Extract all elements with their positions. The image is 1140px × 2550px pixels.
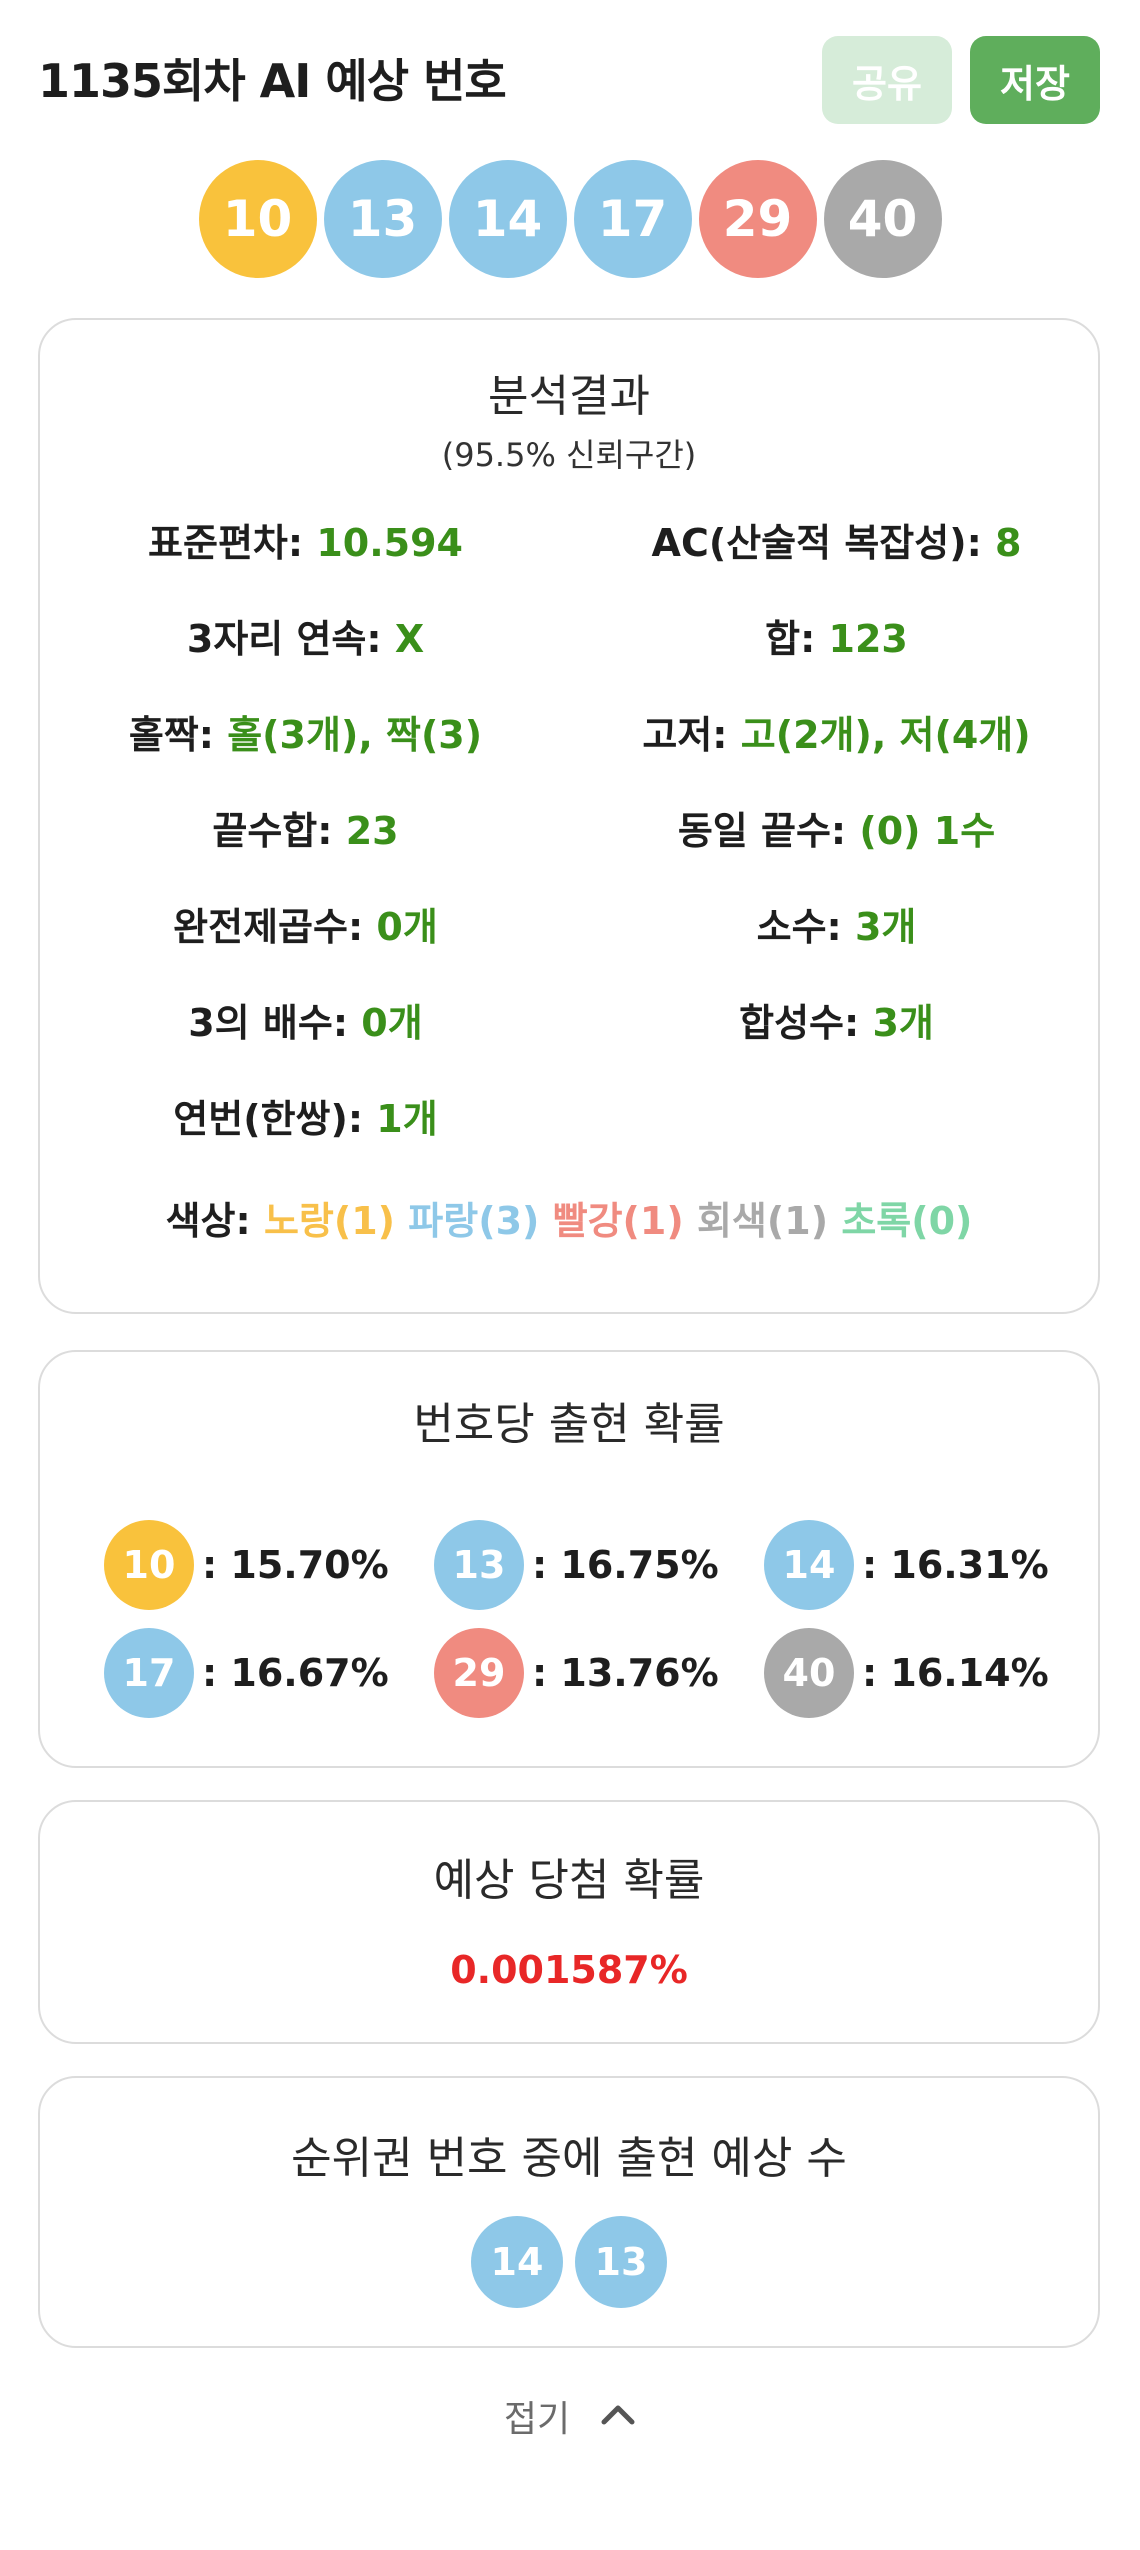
collapse-label: 접기 <box>503 2399 571 2440</box>
stat-label: 연번(한쌍): <box>173 1097 377 1141</box>
ranked-numbers-card: 순위권 번호 중에 출현 예상 수 14 13 <box>38 2076 1100 2348</box>
number-ball: 17 <box>104 1628 194 1718</box>
color-label: 색상: <box>165 1199 264 1243</box>
stat-label: 표준편차: <box>148 521 317 565</box>
probability-item: 13 : 16.75% <box>434 1520 719 1610</box>
number-ball: 13 <box>434 1520 524 1610</box>
color-yellow-count: 노랑(1) <box>263 1199 396 1243</box>
stat-value: 3개 <box>854 905 917 949</box>
stat-value: X <box>394 617 425 661</box>
color-gray-count: 회색(1) <box>696 1199 829 1243</box>
probability-value: : 16.31% <box>862 1543 1049 1587</box>
probability-value: : 13.76% <box>532 1651 719 1695</box>
probability-value: : 16.67% <box>202 1651 389 1695</box>
ranked-number-balls: 14 13 <box>40 2216 1098 2308</box>
number-ball: 13 <box>323 160 442 278</box>
stat-value: 10.594 <box>316 521 463 565</box>
chevron-up-icon <box>600 2396 636 2437</box>
stat-value: (0) 1수 <box>859 809 996 853</box>
color-green-count: 초록(0) <box>841 1199 973 1243</box>
stat-three-consecutive: 3자리 연속: X <box>40 608 571 663</box>
number-ball: 14 <box>764 1520 854 1610</box>
win-probability-title: 예상 당첨 확률 <box>433 1855 705 1906</box>
color-red-count: 빨강(1) <box>552 1199 684 1243</box>
stat-label: 고저: <box>642 713 741 757</box>
stat-label: 3자리 연속: <box>186 617 395 661</box>
stat-same-last-digit: 동일 끝수: (0) 1수 <box>571 800 1102 855</box>
stat-label: 3의 배수: <box>188 1001 362 1045</box>
probability-item: 29 : 13.76% <box>434 1628 719 1718</box>
number-ball: 14 <box>448 160 567 278</box>
stat-consecutive-pair: 연번(한쌍): 1개 <box>40 1088 571 1143</box>
page-title: 1135회차 AI 예상 번호 <box>38 54 507 108</box>
number-ball: 40 <box>823 160 942 278</box>
stat-value: 8 <box>995 521 1022 565</box>
stat-label: 합: <box>765 617 829 661</box>
stat-std-dev: 표준편차: 10.594 <box>40 512 571 567</box>
stat-value: 3개 <box>872 1001 934 1045</box>
number-ball: 17 <box>573 160 692 278</box>
stat-composite: 합성수: 3개 <box>571 992 1102 1047</box>
stat-prime: 소수: 3개 <box>571 896 1102 951</box>
stat-label: 홀짝: <box>128 713 228 757</box>
probability-item: 14 : 16.31% <box>764 1520 1049 1610</box>
stat-high-low: 고저: 고(2개), 저(4개) <box>571 704 1102 759</box>
analysis-subtitle: (95.5% 신뢰구간) <box>441 436 697 474</box>
predicted-numbers: 10 13 14 17 29 40 <box>0 160 1140 278</box>
stat-value: 0개 <box>361 1001 423 1045</box>
probability-item: 17 : 16.67% <box>104 1628 389 1718</box>
probability-item: 10 : 15.70% <box>104 1520 389 1610</box>
collapse-toggle[interactable]: 접기 <box>0 2390 1140 2442</box>
stat-label: 완전제곱수: <box>173 905 377 949</box>
stat-value: 23 <box>345 809 399 853</box>
stat-value: 1개 <box>376 1097 438 1141</box>
number-ball: 10 <box>104 1520 194 1610</box>
stat-sum: 합: 123 <box>571 608 1102 663</box>
save-button[interactable]: 저장 <box>970 36 1100 124</box>
stat-label: 합성수: <box>739 1001 873 1045</box>
number-ball: 40 <box>764 1628 854 1718</box>
stat-label: AC(산술적 복잡성): <box>651 521 995 565</box>
probability-value: : 16.75% <box>532 1543 719 1587</box>
color-blue-count: 파랑(3) <box>408 1199 540 1243</box>
win-probability-value: 0.001587% <box>450 1948 688 1992</box>
header: 1135회차 AI 예상 번호 공유 저장 <box>0 0 1140 150</box>
ranked-numbers-title: 순위권 번호 중에 출현 예상 수 <box>291 2133 847 2184</box>
stat-value: 홀(3개), 짝(3) <box>227 713 483 757</box>
number-ball: 14 <box>471 2216 563 2308</box>
stat-odd-even: 홀짝: 홀(3개), 짝(3) <box>40 704 571 759</box>
probability-item: 40 : 16.14% <box>764 1628 1049 1718</box>
stat-perfect-square: 완전제곱수: 0개 <box>40 896 571 951</box>
stat-value: 고(2개), 저(4개) <box>740 713 1031 757</box>
number-ball: 13 <box>575 2216 667 2308</box>
stat-value: 0개 <box>376 905 438 949</box>
stat-label: 소수: <box>756 905 855 949</box>
number-ball: 29 <box>698 160 817 278</box>
share-button[interactable]: 공유 <box>822 36 952 124</box>
probability-title: 번호당 출현 확률 <box>413 1399 725 1450</box>
stat-last-digit-sum: 끝수합: 23 <box>40 800 571 855</box>
number-ball: 10 <box>198 160 317 278</box>
stat-ac: AC(산술적 복잡성): 8 <box>571 512 1102 567</box>
stat-multiple-of-three: 3의 배수: 0개 <box>40 992 571 1047</box>
number-ball: 29 <box>434 1628 524 1718</box>
win-probability-card: 예상 당첨 확률 0.001587% <box>38 1800 1100 2044</box>
analysis-title: 분석결과 <box>488 371 650 422</box>
stat-value: 123 <box>828 617 908 661</box>
stat-label: 동일 끝수: <box>677 809 860 853</box>
probability-value: : 16.14% <box>862 1651 1049 1695</box>
color-distribution: 색상: 노랑(1) 파랑(3) 빨강(1) 회색(1) 초록(0) <box>40 1190 1098 1245</box>
probability-value: : 15.70% <box>202 1543 389 1587</box>
stat-label: 끝수합: <box>212 809 346 853</box>
number-probability-card: 번호당 출현 확률 10 : 15.70% 13 : 16.75% 14 : 1… <box>38 1350 1100 1768</box>
analysis-card: 분석결과 (95.5% 신뢰구간) 표준편차: 10.594 AC(산술적 복잡… <box>38 318 1100 1314</box>
